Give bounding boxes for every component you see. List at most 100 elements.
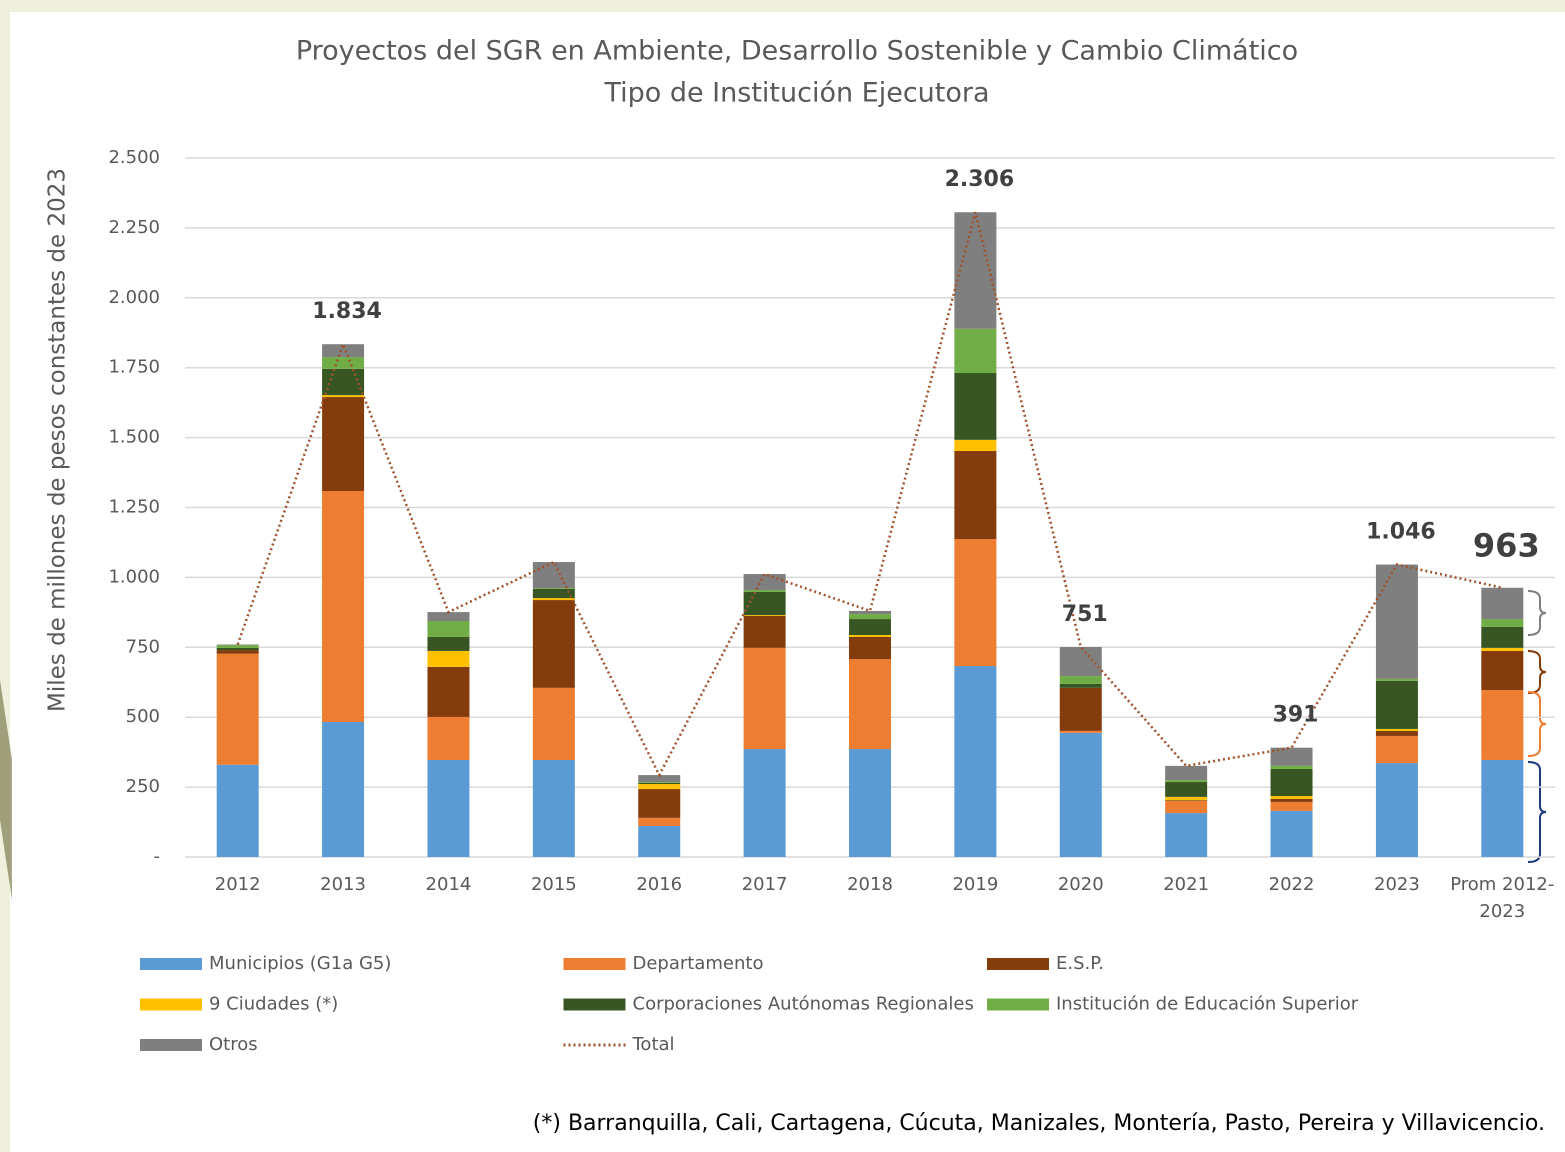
bar-segment <box>1165 765 1208 781</box>
bar-segment <box>743 574 786 590</box>
bar-segment <box>638 825 681 857</box>
y-tick-label: 1.500 <box>108 427 160 448</box>
legend-label: Otros <box>209 1034 258 1055</box>
bar-segment <box>743 615 786 616</box>
legend-label: Total <box>632 1034 675 1055</box>
bar-segment <box>1481 619 1524 627</box>
bar-segment <box>638 817 681 826</box>
bar-segment <box>1481 690 1524 760</box>
bar-segment <box>954 539 997 667</box>
decoration <box>0 680 12 900</box>
x-tick-label: Prom 2012-2023 <box>1450 874 1555 922</box>
x-tick-label: 2012 <box>214 874 261 895</box>
bar-segment <box>743 749 786 857</box>
bar-segment <box>1481 647 1524 651</box>
bar-segment <box>849 636 891 660</box>
bar-segment <box>1165 813 1208 857</box>
bar-segment <box>954 439 997 452</box>
x-tick-label: 2020 <box>1057 874 1104 895</box>
y-tick-label: 1.750 <box>108 357 160 378</box>
bar-segment <box>1059 683 1102 688</box>
bar-segment <box>849 614 891 620</box>
y-tick-label: 2.250 <box>108 217 160 238</box>
bar-segment <box>532 598 575 601</box>
bar-segment <box>1375 763 1418 857</box>
legend-swatch <box>140 1039 202 1051</box>
bar-segment <box>216 653 259 765</box>
data-label: 1.046 <box>1366 520 1436 545</box>
legend-label: Municipios (G1a G5) <box>209 953 391 974</box>
bar-segment <box>216 764 259 857</box>
bar-segment <box>427 621 470 637</box>
total-line <box>236 211 1503 778</box>
x-tick-label: 2022 <box>1268 874 1315 895</box>
chart-title: Proyectos del SGR en Ambiente, Desarroll… <box>296 36 1298 67</box>
bar-segment <box>532 759 575 857</box>
bar-segment <box>849 659 891 750</box>
x-tick-label: 2016 <box>636 874 683 895</box>
bar-segment <box>1481 650 1524 691</box>
footnote: (*) Barranquilla, Cali, Cartagena, Cúcut… <box>533 1111 1545 1136</box>
bar-segment <box>427 650 470 667</box>
bar-segment <box>532 588 575 589</box>
bar-segment <box>1165 780 1208 783</box>
bar-segment <box>1270 810 1313 857</box>
bar-segment <box>849 749 891 857</box>
bar-segment <box>1059 676 1102 684</box>
bar-segment <box>954 666 997 857</box>
bar-segment <box>532 588 575 599</box>
y-tick-label: 2.500 <box>108 147 160 168</box>
bar-segment <box>1375 735 1418 764</box>
bar-segment <box>1165 782 1208 797</box>
x-tick-label: 2018 <box>847 874 893 895</box>
bar-segment <box>954 451 997 540</box>
bar-segment <box>427 759 470 857</box>
data-label: 2.306 <box>945 167 1015 192</box>
bar-segment <box>322 491 365 722</box>
data-label: 963 <box>1473 527 1540 565</box>
x-tick-label: 2019 <box>952 874 999 895</box>
bar-segment <box>1165 801 1208 814</box>
y-tick-label: - <box>154 846 161 867</box>
data-label: 751 <box>1062 602 1108 627</box>
y-tick-label: 2.000 <box>108 287 160 308</box>
bar-segment <box>1481 626 1524 648</box>
bar-segment <box>322 395 365 398</box>
y-tick-label: 1.000 <box>108 566 160 587</box>
bar-segment <box>743 615 786 648</box>
bar-segment <box>322 397 365 492</box>
bar-segment <box>216 644 259 646</box>
x-tick-label: 2014 <box>425 874 472 895</box>
y-tick-label: 250 <box>126 776 160 797</box>
legend-label: Departamento <box>633 953 764 974</box>
bar-segment <box>638 782 681 785</box>
bar-segment <box>1375 728 1418 731</box>
x-tick-label: 2015 <box>530 874 577 895</box>
bar-segment <box>1375 730 1418 736</box>
chart-subtitle: Tipo de Institución Ejecutora <box>603 78 989 109</box>
legend-label: 9 Ciudades (*) <box>209 994 338 1015</box>
bar-segment <box>1375 678 1418 681</box>
legend-swatch <box>987 958 1049 970</box>
legend-swatch <box>563 958 626 970</box>
bar-segment <box>1481 759 1524 857</box>
bar-segment <box>849 619 891 635</box>
bar-segment <box>638 775 681 783</box>
y-tick-label: 750 <box>126 636 160 657</box>
legend-label: E.S.P. <box>1056 953 1104 974</box>
x-tick-label: 2017 <box>741 874 788 895</box>
bar-segment <box>1375 564 1418 679</box>
bar-segment <box>954 373 997 440</box>
bar-segment <box>1270 768 1313 797</box>
bar-segment <box>532 562 575 589</box>
bar-segment <box>1270 801 1313 811</box>
bar-segment <box>532 600 575 688</box>
bar-segment <box>1059 730 1102 733</box>
data-label: 1.834 <box>312 299 382 324</box>
y-tick-label: 500 <box>126 706 160 727</box>
bar-segment <box>638 789 681 818</box>
bar-segment <box>1059 687 1102 731</box>
bar-segment <box>1270 796 1313 799</box>
